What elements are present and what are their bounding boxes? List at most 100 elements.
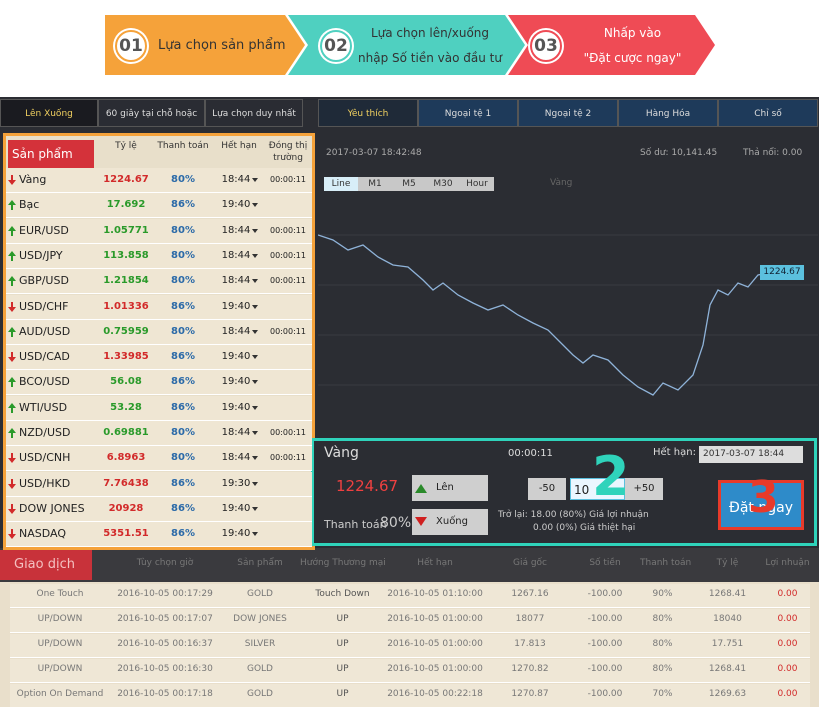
trade-cell: DOW JONES bbox=[233, 614, 287, 624]
left-tab[interactable]: Lựa chọn duy nhất bbox=[205, 99, 303, 127]
right-tab[interactable]: Ngoại tệ 2 bbox=[518, 99, 618, 127]
trade-cell: UP bbox=[336, 639, 349, 649]
product-name: BCO/USD bbox=[19, 375, 70, 389]
right-tab[interactable]: Hàng Hóa bbox=[618, 99, 718, 127]
payout-label: Thanh toán bbox=[324, 518, 387, 531]
up-button[interactable] bbox=[412, 475, 488, 501]
right-tab[interactable]: Chỉ số bbox=[718, 99, 818, 127]
product-expiry: 19:40 bbox=[221, 528, 251, 540]
product-payout: 80% bbox=[171, 325, 195, 337]
plus-button[interactable]: +50 bbox=[625, 478, 663, 500]
expiry-caret bbox=[252, 355, 258, 360]
product-row[interactable] bbox=[6, 421, 312, 446]
trade-cell: UP/DOWN bbox=[37, 639, 83, 649]
interval-button[interactable]: M30 bbox=[426, 177, 460, 191]
trade-cell: 17.813 bbox=[514, 639, 546, 649]
expiry-caret bbox=[252, 203, 258, 208]
product-close: 00:00:11 bbox=[270, 276, 306, 286]
product-header: Sản phẩm bbox=[8, 140, 94, 168]
trade-cell: UP bbox=[336, 689, 349, 699]
right-tab[interactable]: Yêu thích bbox=[318, 99, 418, 127]
product-row[interactable] bbox=[6, 218, 312, 244]
product-row[interactable] bbox=[6, 370, 312, 396]
minus-button[interactable]: -50 bbox=[528, 478, 566, 500]
product-row[interactable] bbox=[6, 243, 312, 269]
product-row[interactable] bbox=[6, 193, 312, 219]
direction-arrow bbox=[8, 326, 16, 337]
up-label: Lên bbox=[436, 482, 454, 493]
trades-header-cell: Lợi nhuận bbox=[765, 558, 810, 568]
product-expiry: 18:44 bbox=[221, 325, 251, 337]
product-row[interactable] bbox=[6, 294, 312, 320]
direction-arrow bbox=[8, 250, 16, 261]
trade-cell: 2016-10-05 01:00:00 bbox=[387, 614, 483, 624]
left-tab[interactable]: Lên Xuống bbox=[0, 99, 98, 127]
step-label: Nhấp vào bbox=[603, 26, 662, 40]
direction-arrow bbox=[8, 175, 16, 185]
product-expiry: 19:40 bbox=[221, 199, 251, 211]
product-row[interactable] bbox=[6, 522, 312, 548]
trade-cell: 2016-10-05 00:16:30 bbox=[117, 664, 213, 674]
trade-cell: 2016-10-05 00:17:07 bbox=[117, 614, 213, 624]
direction-arrow bbox=[8, 503, 16, 514]
trade-cell: 1270.82 bbox=[511, 664, 549, 674]
trades-header-cell: Tỷ lệ bbox=[716, 558, 739, 568]
direction-arrow bbox=[8, 402, 16, 413]
product-name: EUR/USD bbox=[19, 223, 69, 237]
right-tab[interactable]: Ngoại tệ 1 bbox=[418, 99, 518, 127]
product-row[interactable] bbox=[6, 471, 312, 497]
product-rate: 56.08 bbox=[110, 376, 142, 388]
product-rate: 17.692 bbox=[106, 199, 146, 211]
down-label: Xuống bbox=[436, 516, 468, 527]
product-row[interactable] bbox=[6, 395, 312, 421]
trade-cell: 0.00 bbox=[777, 664, 798, 674]
product-close: 00:00:11 bbox=[270, 250, 306, 260]
interval-button[interactable]: Line bbox=[324, 177, 358, 191]
expiry-caret bbox=[252, 405, 258, 410]
product-row[interactable] bbox=[6, 168, 312, 193]
submit-button[interactable]: Đặt ngay bbox=[718, 480, 804, 530]
left-tab[interactable]: 60 giây tại chỗ hoặc bbox=[98, 99, 205, 127]
product-header: Hết hạn bbox=[221, 141, 257, 151]
expiry-select[interactable]: 2017-03-07 18:44 bbox=[699, 446, 803, 463]
price-chart bbox=[318, 234, 818, 396]
interval-button[interactable]: M1 bbox=[358, 177, 392, 191]
interval-button[interactable]: M5 bbox=[392, 177, 426, 191]
product-header: Tỷ lệ bbox=[115, 141, 137, 151]
expiry-label: Hết hạn: bbox=[653, 447, 696, 458]
trade-cell: 2016-10-05 00:22:18 bbox=[387, 689, 483, 699]
product-row[interactable] bbox=[6, 319, 312, 345]
product-row[interactable] bbox=[6, 446, 312, 472]
product-expiry: 18:44 bbox=[221, 452, 251, 464]
trade-cell: 80% bbox=[652, 639, 673, 649]
expiry-caret bbox=[252, 329, 258, 334]
trades-header-cell: Thanh toán bbox=[640, 558, 692, 568]
product-row[interactable] bbox=[6, 496, 312, 522]
amount-input[interactable]: 10 bbox=[570, 478, 625, 500]
expiry-caret bbox=[252, 178, 258, 182]
trade-cell: SILVER bbox=[244, 639, 276, 649]
expiry-caret bbox=[252, 506, 258, 511]
product-rate: 5351.51 bbox=[103, 528, 149, 540]
interval-button[interactable]: Hour bbox=[460, 177, 494, 191]
balance: Số dư: 10,141.45 bbox=[640, 148, 718, 158]
trade-cell: Touch Down bbox=[315, 589, 370, 599]
trade-cell: GOLD bbox=[246, 589, 273, 599]
loss-line: 0.00 (0%) Giá thiệt hại bbox=[533, 523, 636, 533]
product-name: Bạc bbox=[19, 198, 40, 212]
chart-time: 2017-03-07 18:42:48 bbox=[326, 148, 422, 158]
product-row[interactable] bbox=[6, 345, 312, 371]
down-button[interactable] bbox=[412, 509, 488, 535]
trades-tab[interactable]: Giao dịch bbox=[0, 550, 92, 580]
expiry-caret bbox=[252, 431, 258, 435]
direction-arrow bbox=[8, 276, 16, 287]
expiry-caret bbox=[252, 380, 258, 385]
trades-header bbox=[0, 548, 819, 582]
direction-arrow bbox=[8, 478, 16, 489]
step-number: 02 bbox=[324, 36, 348, 56]
product-rate: 20928 bbox=[108, 502, 144, 514]
trades-header-cell: Giá gốc bbox=[512, 558, 548, 568]
product-name: USD/HKD bbox=[19, 476, 71, 490]
product-row[interactable] bbox=[6, 269, 312, 295]
